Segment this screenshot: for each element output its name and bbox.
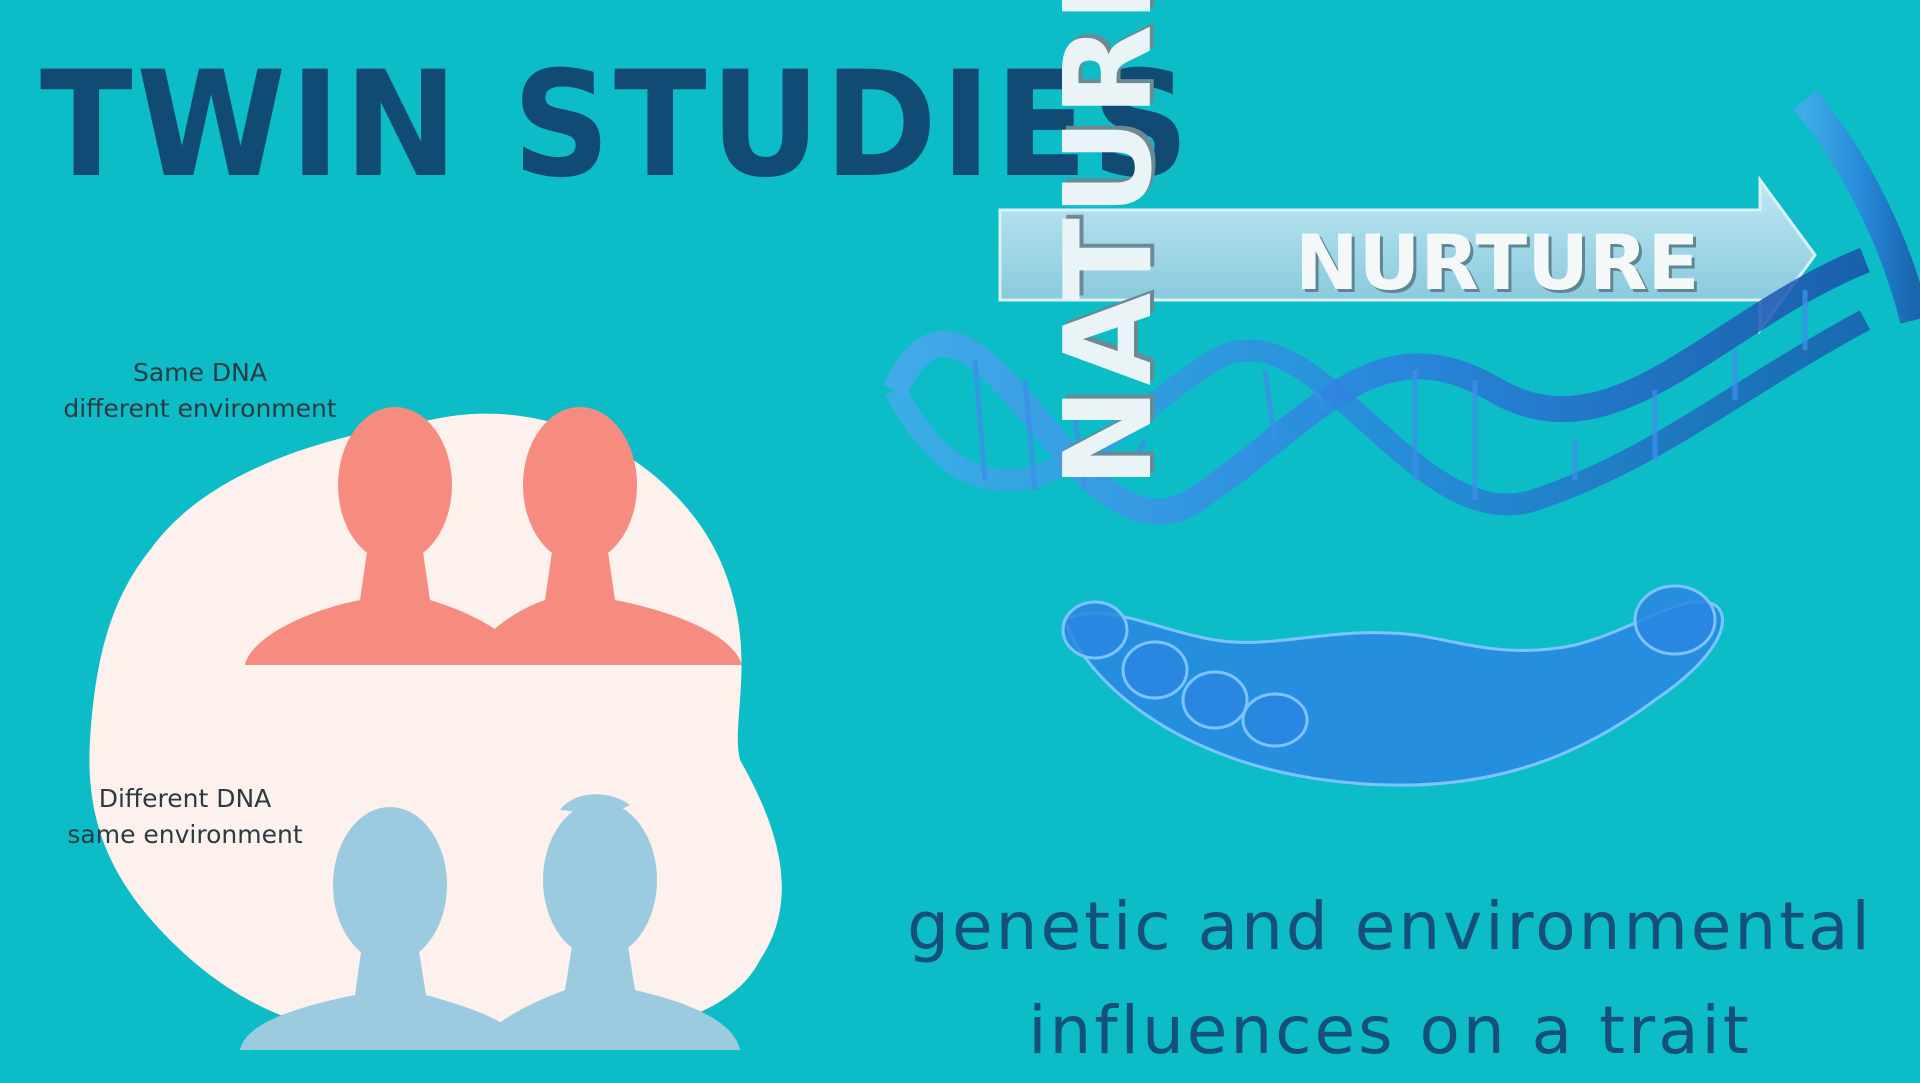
subtitle-line: genetic and environmental <box>907 888 1873 965</box>
person-silhouette-icon <box>245 407 525 665</box>
group-label-different-dna: Different DNA same environment <box>50 781 320 853</box>
group-label-same-dna: Same DNA different environment <box>45 355 355 427</box>
group-label-line: different environment <box>63 394 337 423</box>
subtitle-line: influences on a trait <box>1028 992 1752 1069</box>
dna-illustration <box>883 90 1920 787</box>
group-label-line: same environment <box>67 820 303 849</box>
nature-word: NATURE <box>1040 0 1179 488</box>
person-silhouette-icon <box>480 794 740 1050</box>
open-hand-icon <box>1061 584 1724 787</box>
dna-helix-icon <box>883 90 1920 525</box>
subtitle: genetic and environmental influences on … <box>860 875 1920 1083</box>
nurture-word: NURTURE <box>1295 218 1700 307</box>
page-title: TWIN STUDIES <box>40 40 1193 210</box>
group-label-line: Different DNA <box>98 784 272 813</box>
person-silhouette-icon <box>470 407 742 665</box>
group-label-line: Same DNA <box>133 358 267 387</box>
person-silhouette-icon <box>240 807 525 1050</box>
